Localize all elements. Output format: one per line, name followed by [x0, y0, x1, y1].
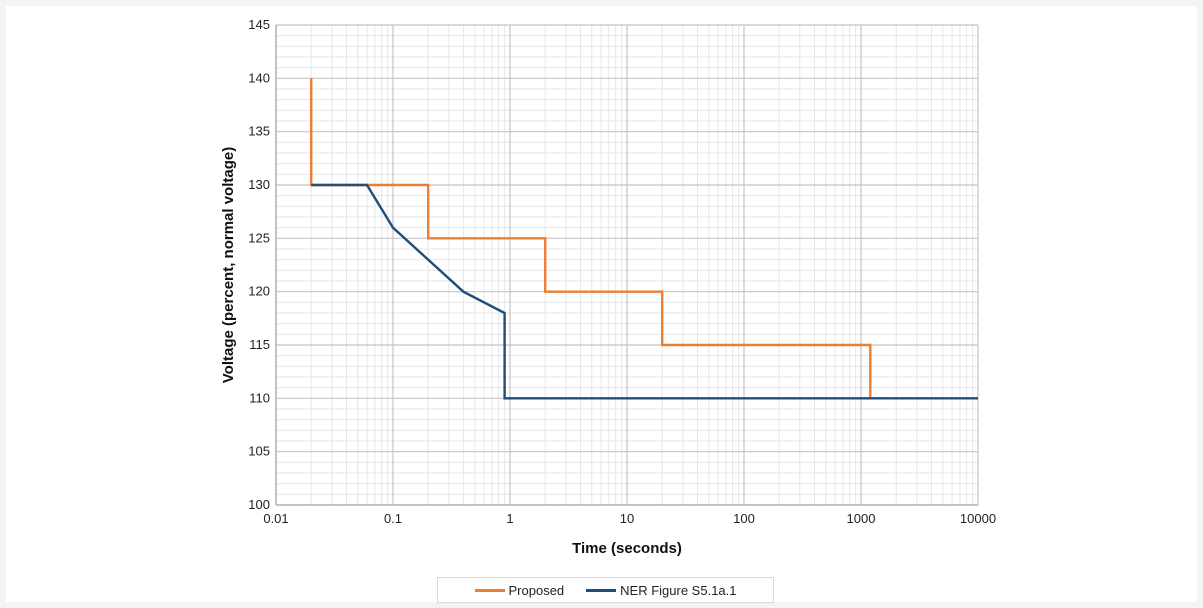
series-lines [310, 78, 978, 400]
x-tick-label: 10 [620, 511, 634, 526]
x-tick-label: 10000 [960, 511, 996, 526]
x-tick-label: 1 [506, 511, 513, 526]
x-tick-label: 0.01 [263, 511, 288, 526]
series-line-ner [311, 183, 978, 400]
y-tick-label: 140 [248, 70, 270, 85]
y-tick-label: 120 [248, 284, 270, 299]
y-tick-label: 130 [248, 177, 270, 192]
x-tick-label: 100 [733, 511, 755, 526]
grid [275, 24, 979, 506]
legend: Proposed NER Figure S5.1a.1 [437, 577, 774, 603]
legend-label-ner: NER Figure S5.1a.1 [620, 582, 737, 598]
y-tick-label: 125 [248, 230, 270, 245]
legend-entry-proposed: Proposed [474, 582, 565, 598]
legend-swatch-ner [586, 588, 617, 592]
y-axis-title: Voltage (percent, normal voltage) [220, 147, 237, 383]
tick-labels: 0.01 0.1 1 10 100 1000 10000100105110115120125… [248, 17, 996, 526]
series-line-proposed [310, 78, 872, 399]
x-axis-title: Time (seconds) [572, 540, 682, 557]
y-tick-label: 115 [249, 337, 270, 352]
y-tick-label: 145 [248, 17, 270, 32]
legend-entry-ner: NER Figure S5.1a.1 [586, 582, 737, 598]
x-tick-label: 0.1 [384, 511, 402, 526]
legend-swatch-proposed [474, 588, 505, 592]
legend-label-proposed: Proposed [508, 582, 565, 598]
axes [275, 25, 978, 506]
y-tick-label: 110 [249, 390, 270, 405]
y-tick-label: 100 [248, 497, 270, 512]
y-tick-label: 135 [248, 124, 270, 139]
y-tick-label: 105 [248, 444, 270, 459]
x-tick-label: 1000 [847, 511, 876, 526]
